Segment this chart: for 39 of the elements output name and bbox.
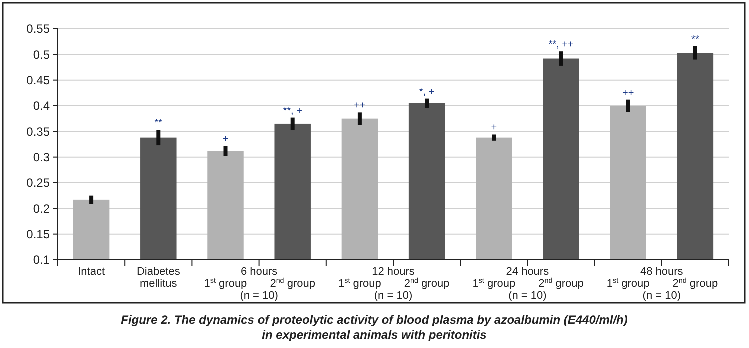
data-label: ++ [354, 100, 366, 112]
text: (n = 10) [508, 290, 547, 302]
x-tick-label: 2$^{nd}$ group [672, 277, 718, 290]
y-tick-label: 0.2 [33, 202, 50, 216]
y-tick-label: 0.3 [33, 150, 50, 165]
data-label: ** [692, 34, 700, 46]
data-label: **, ++ [548, 40, 574, 51]
data-label: ++ [622, 88, 634, 99]
data-label: *, + [419, 86, 435, 98]
data-label: + [491, 122, 498, 134]
data-label: **, + [283, 106, 303, 117]
x-tick-label: 1$^{st}$ group [338, 277, 382, 290]
data-label: ** [154, 118, 163, 130]
y-tick-label: 0.4 [33, 99, 50, 114]
x-tick-label: 2$^{nd}$ group [270, 277, 316, 290]
x-tick-label: 1$^{st}$ group [606, 277, 650, 290]
text: 24 hours [506, 266, 550, 278]
x-tick-label: 2$^{nd}$ group [404, 277, 450, 290]
y-tick-label: 0.45 [26, 74, 50, 88]
y-tick-label: 0.25 [26, 176, 50, 190]
text: 12 hours [372, 266, 416, 278]
text: 6 hours [240, 266, 278, 278]
x-tick-label: 1$^{st}$ group [472, 277, 516, 290]
x-tick-label: Intact [78, 266, 106, 278]
x-tick-label: Diabetes mellitus [136, 266, 181, 290]
text: (n = 10) [642, 290, 682, 302]
y-tick-label: 0.15 [26, 228, 50, 242]
x-tick-label: 1$^{st}$ group [204, 277, 248, 290]
text: (n = 10) [374, 290, 413, 302]
x-tick-label: 2$^{nd}$ group [538, 277, 584, 290]
y-tick-label: 0.5 [33, 48, 50, 62]
text: 48 hours [640, 266, 684, 278]
y-tick-label: 0.35 [26, 124, 50, 139]
text: Figure 2. The dynamics of proteolytic activity of blood plasma by azoalbumin (E440/ml/h) [121, 313, 628, 327]
text: (n = 10) [240, 290, 278, 302]
y-tick-label: 0.55 [26, 22, 50, 36]
text: in experimental animals with peritonitis [262, 328, 488, 342]
y-tick-label: 0.1 [33, 253, 50, 268]
data-label: + [222, 134, 229, 146]
